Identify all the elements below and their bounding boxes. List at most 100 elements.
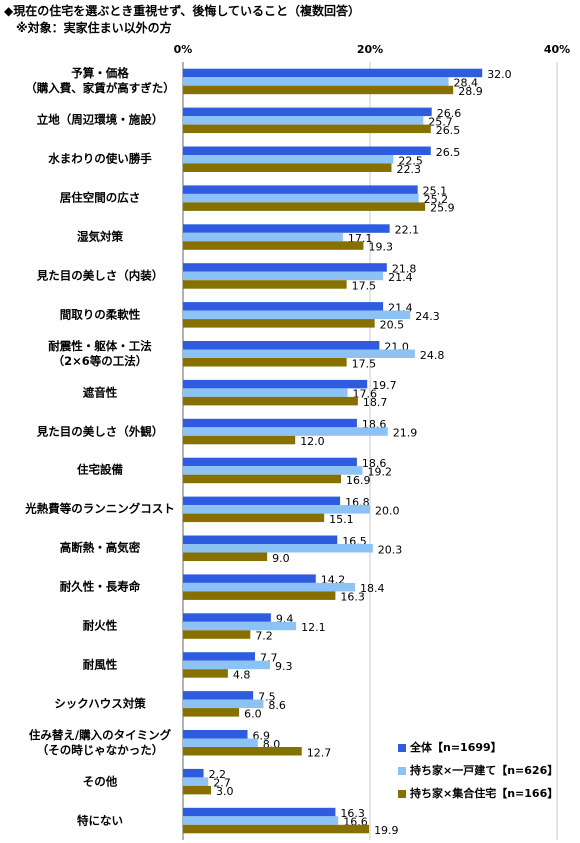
value-label: 15.1 (329, 513, 354, 526)
bar (183, 427, 388, 436)
value-label: 28.4 (454, 76, 479, 89)
bar (183, 124, 431, 134)
legend-label: 持ち家×一戸建て【n=626】 (410, 763, 558, 777)
y-tick-label: 遮音性 (82, 385, 118, 400)
legend-swatch (398, 744, 406, 752)
value-label: 12.7 (307, 746, 332, 759)
bar (183, 185, 418, 194)
value-label: 20.5 (380, 318, 405, 331)
bar (183, 271, 384, 281)
bar (183, 535, 338, 544)
bar (183, 738, 258, 747)
value-label: 26.5 (436, 146, 461, 159)
bar (183, 630, 251, 639)
value-label: 32.0 (487, 68, 512, 81)
value-label: 9.0 (272, 552, 290, 565)
legend-swatch (398, 767, 406, 775)
bar (183, 785, 212, 795)
value-label: 4.8 (233, 668, 251, 681)
bar (183, 582, 356, 592)
bar (183, 505, 370, 514)
value-label: 21.9 (393, 427, 418, 440)
value-label: 18.4 (360, 582, 385, 595)
bar (183, 396, 358, 406)
bar (183, 768, 204, 778)
y-tick-label: 耐震性・躯体・工法 （2×6等の工法） (48, 338, 152, 368)
y-tick-label: 湿気対策 (77, 229, 123, 244)
value-label: 21.4 (388, 271, 413, 284)
y-tick-label: 見た目の美しさ（内装） (36, 268, 164, 283)
value-label: 12.1 (301, 621, 326, 634)
bar (183, 708, 240, 717)
bar (183, 349, 415, 358)
bar (183, 660, 270, 670)
bar (183, 379, 368, 389)
value-label: 17.6 (353, 388, 378, 401)
bar (183, 224, 390, 233)
bar (183, 652, 255, 661)
bar (183, 241, 364, 250)
bar (183, 457, 357, 467)
value-label: 7.2 (255, 630, 273, 643)
value-label: 16.9 (346, 474, 371, 487)
value-label: 9.3 (275, 660, 293, 673)
value-label: 18.7 (363, 396, 388, 409)
y-tick-label: 光熱費等のランニングコスト (25, 501, 175, 516)
bar (183, 163, 392, 172)
y-tick-label: 居住空間の広さ (59, 190, 141, 205)
value-label: 25.1 (423, 185, 448, 198)
value-label: 26.6 (437, 107, 462, 120)
value-label: 19.2 (368, 465, 393, 478)
bar (183, 302, 384, 311)
bar (183, 116, 424, 125)
bar (183, 621, 297, 631)
legend-label: 全体【n=1699】 (409, 740, 502, 754)
y-tick-label: 耐久性・長寿命 (59, 579, 141, 594)
value-label: 3.0 (216, 785, 234, 798)
value-label: 19.9 (374, 824, 399, 837)
y-tick-label: 予算・価格 （購入費、家賃が高すぎた） (25, 66, 175, 96)
value-label: 16.3 (340, 807, 365, 820)
bar (183, 155, 394, 164)
legend-swatch (398, 790, 406, 798)
value-label: 26.5 (436, 124, 461, 137)
value-label: 17.5 (352, 357, 377, 370)
value-label: 25.2 (424, 193, 449, 206)
bar (183, 699, 264, 709)
y-tick-label: 水まわりの使い勝手 (48, 151, 152, 166)
value-label: 20.0 (375, 504, 400, 517)
value-label: 20.3 (378, 543, 403, 556)
bar (183, 496, 341, 506)
value-label: 21.8 (392, 262, 417, 275)
value-label: 22.1 (395, 224, 420, 237)
value-label: 16.3 (340, 591, 365, 604)
bar (183, 107, 432, 117)
bar (183, 544, 373, 553)
y-tick-label: 高断熱・高気密 (59, 540, 141, 555)
bar (183, 691, 254, 700)
bar (183, 435, 296, 445)
value-label: 25.7 (428, 115, 453, 128)
value-label: 6.0 (244, 707, 262, 720)
value-label: 12.0 (300, 435, 325, 448)
bar (183, 807, 336, 817)
value-label: 25.9 (430, 202, 455, 215)
bar (183, 68, 483, 78)
bar (183, 263, 387, 272)
value-label: 2.7 (213, 777, 231, 790)
y-tick-label: 耐風性 (82, 657, 118, 672)
bar (183, 552, 268, 561)
bar (183, 85, 454, 95)
bar (183, 202, 426, 211)
y-tick-label: 住み替え/購入のタイミング （その時じゃなかった） (28, 727, 172, 757)
value-label: 8.6 (268, 699, 286, 712)
bar (183, 613, 271, 622)
bar (183, 358, 347, 367)
x-tick-label: 20% (357, 43, 383, 56)
legend-label: 持ち家×集合住宅【n=166】 (410, 786, 558, 800)
y-tick-label: シックハウス対策 (54, 696, 146, 711)
chart-title: ◆現在の住宅を選ぶとき重視せず、後悔していること（複数回答） (4, 4, 361, 18)
bar (183, 232, 343, 242)
